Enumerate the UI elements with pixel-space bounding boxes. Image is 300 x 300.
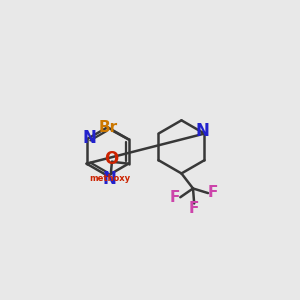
Text: O: O (103, 150, 118, 168)
Text: methoxy: methoxy (89, 174, 130, 183)
Text: F: F (189, 201, 200, 216)
Text: N: N (82, 128, 96, 146)
Text: N: N (196, 122, 210, 140)
Text: F: F (208, 185, 218, 200)
Text: Br: Br (99, 120, 118, 135)
Text: N: N (103, 169, 117, 188)
Text: F: F (170, 190, 180, 205)
